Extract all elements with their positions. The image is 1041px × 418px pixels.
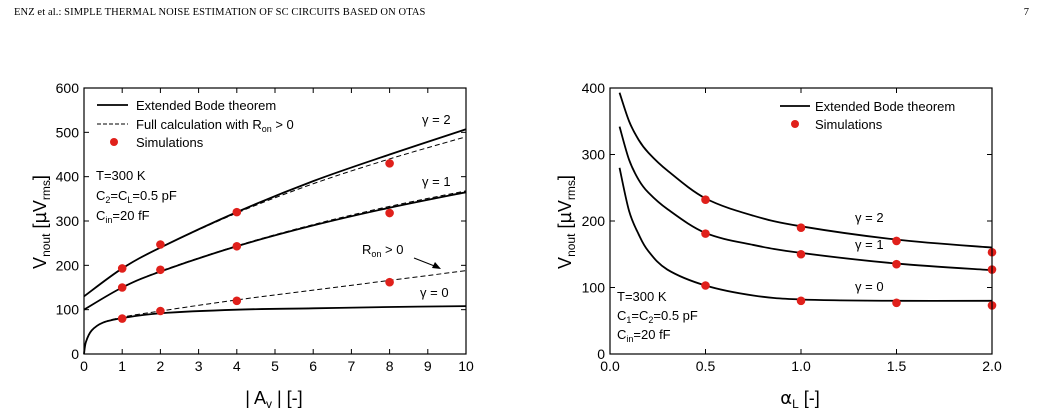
series-line [83, 305, 467, 355]
running-header: ENZ et al.: SIMPLE THERMAL NOISE ESTIMAT… [14, 7, 426, 18]
plot-frame [83, 87, 467, 355]
x-axis-label: | Av | [-] [245, 388, 302, 411]
y-tick-label: 0 [71, 346, 79, 362]
x-tick-label: 10 [458, 358, 474, 374]
x-tick-label: 7 [348, 358, 356, 374]
legend-entry: Extended Bode theorem [136, 98, 276, 113]
x-tick-label: 3 [195, 358, 203, 374]
annotation-ron: Ron > 0 [362, 242, 403, 259]
simulation-point [232, 241, 242, 251]
page-number: 7 [1023, 7, 1029, 18]
legend-entry: Full calculation with Ron > 0 [136, 117, 294, 134]
simulation-point [232, 296, 242, 306]
y-tick-label: 200 [56, 257, 80, 273]
y-axis-label: Vnout [µVrms] [30, 175, 53, 269]
simulation-point [156, 265, 165, 275]
simulation-point [385, 208, 394, 218]
x-tick-label: 5 [271, 358, 279, 374]
x-tick-label: 6 [309, 358, 317, 374]
y-tick-label: 600 [56, 80, 80, 96]
y-tick-label: 500 [56, 124, 80, 140]
header-text: ENZ et al.: SIMPLE THERMAL NOISE ESTIMAT… [14, 7, 426, 18]
simulation-point [117, 264, 127, 273]
simulation-point [232, 207, 242, 217]
legend: Extended Bode theorem Full calculation w… [97, 98, 294, 150]
x-tick-label: 2 [157, 358, 165, 374]
x-tick-label: 8 [386, 358, 394, 374]
y-tick-label: 100 [56, 302, 80, 318]
svg-text:C2=CL=0.5 pF: C2=CL=0.5 pF [96, 188, 177, 205]
simulation-point [385, 159, 394, 168]
x-tick-label: 4 [233, 358, 241, 374]
series-line [83, 136, 467, 297]
series-line [83, 270, 467, 355]
simulation-point [156, 240, 165, 249]
annotation-gamma-0: γ = 0 [420, 285, 449, 300]
legend-entry: Simulations [136, 135, 204, 150]
simulation-point [385, 277, 394, 287]
simulation-point [117, 314, 127, 323]
y-tick-label: 300 [56, 213, 80, 229]
y-tick-label: 400 [56, 169, 80, 185]
simulation-point [117, 283, 127, 292]
annotation-arrow [413, 257, 441, 269]
x-tick-label: 0 [80, 358, 88, 374]
x-tick-label: 1 [118, 358, 126, 374]
svg-text:T=300 K: T=300 K [96, 168, 146, 183]
annotation-gamma-1: γ = 1 [422, 174, 451, 189]
svg-text:Cin=20 fF: Cin=20 fF [96, 208, 150, 225]
annotation-gamma-2: γ = 2 [422, 112, 451, 127]
conditions-text: T=300 K C2=CL=0.5 pF Cin=20 fF [96, 168, 177, 225]
simulation-point [156, 306, 165, 316]
x-tick-label: 9 [424, 358, 432, 374]
